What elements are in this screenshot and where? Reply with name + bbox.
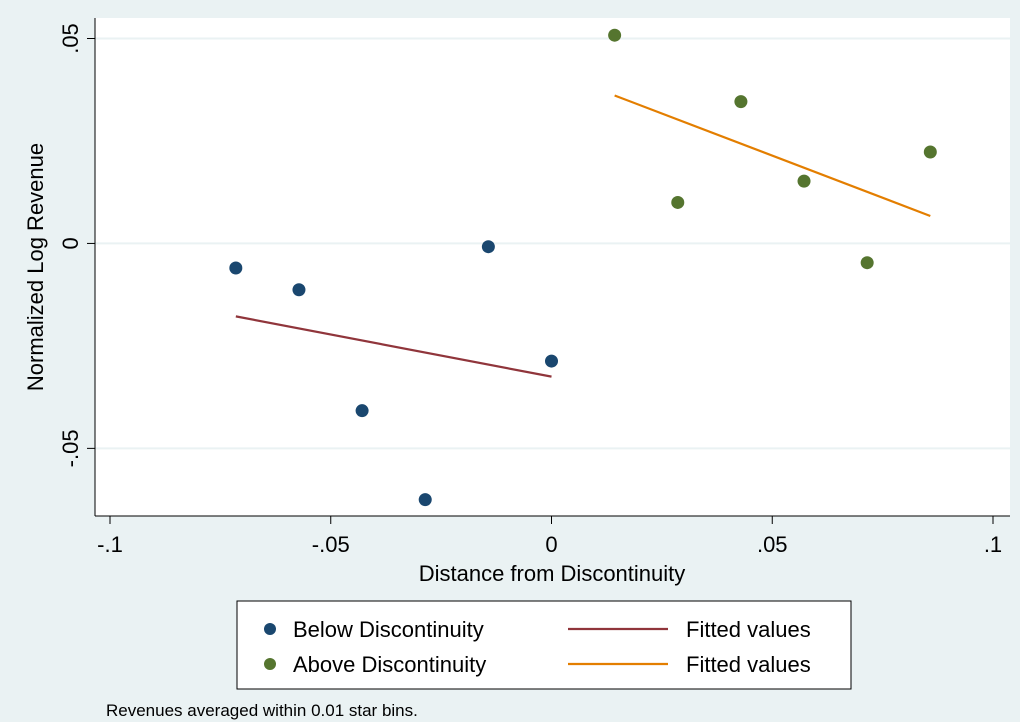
data-point [481,240,495,254]
data-point [797,174,811,188]
legend-items: Below Discontinuity Above Discontinuity Fi… [264,617,811,677]
data-point [734,95,748,109]
fitted-line [235,315,552,378]
legend-marker [264,658,276,670]
data-point [418,493,432,507]
fitted-lines [235,94,931,378]
legend-label: Fitted values [686,652,811,677]
data-point [229,261,243,275]
legend: Below Discontinuity Above Discontinuity Fi… [236,600,852,690]
y-tick-label: -.05 [58,429,83,467]
data-point [671,195,685,209]
x-tick-label: 0 [545,532,557,557]
legend-label: Fitted values [686,617,811,642]
data-point [355,404,369,418]
legend-box [236,600,852,690]
data-point [545,354,558,368]
y-tick-label: .05 [58,23,83,54]
x-axis-title: Distance from Discontinuity [419,561,686,586]
x-tick-label: -.1 [97,532,123,557]
data-point [860,256,874,270]
data-point [608,28,622,42]
x-tick-label: .1 [984,532,1002,557]
fitted-line [614,94,931,217]
x-tick-label: .05 [757,532,788,557]
legend-label: Below Discontinuity [293,617,484,642]
data-point [923,145,937,159]
y-axis-title: Normalized Log Revenue [23,143,48,391]
scatter-points [229,28,937,507]
gridlines [95,37,1010,450]
axes: -.05 0 .05 -.1 -.05 0 .05 .1 [58,18,1010,557]
data-point [292,283,306,297]
legend-marker [264,623,276,635]
x-tick-label: -.05 [312,532,350,557]
chart-note: Revenues averaged within 0.01 star bins. [106,701,418,720]
plot-region [95,18,1010,516]
legend-label: Above Discontinuity [293,652,486,677]
y-tick-label: 0 [58,237,83,249]
